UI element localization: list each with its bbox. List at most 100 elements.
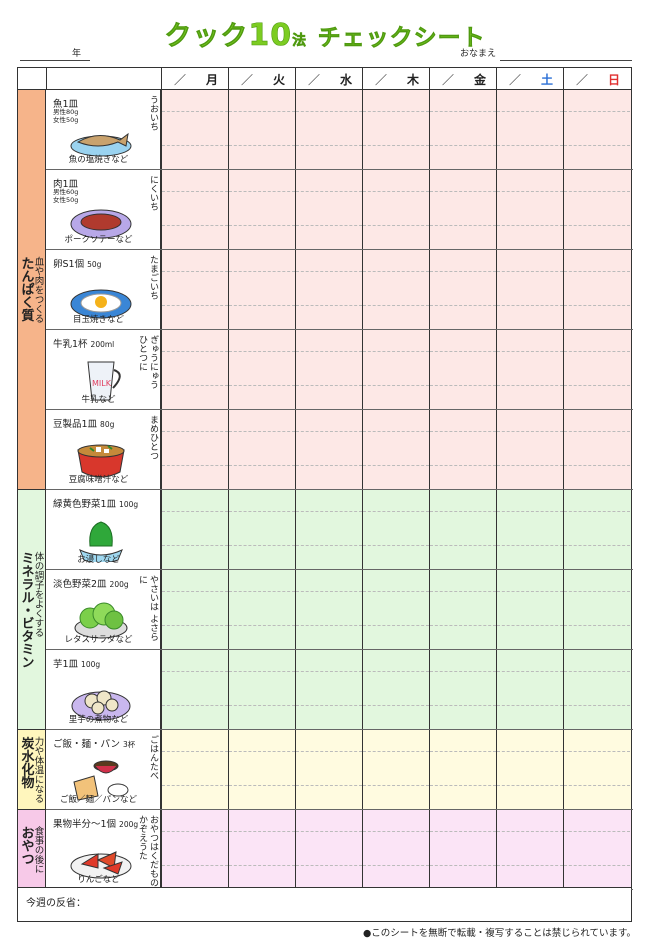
check-cell[interactable] <box>161 650 228 729</box>
check-cell[interactable] <box>161 570 228 649</box>
check-cell[interactable] <box>228 570 295 649</box>
day-header-2: ／水 <box>295 68 362 90</box>
check-cell[interactable] <box>295 810 362 889</box>
check-cell[interactable] <box>228 250 295 329</box>
check-cell[interactable] <box>496 810 563 889</box>
check-cell[interactable] <box>161 810 228 889</box>
check-cell[interactable] <box>161 730 228 809</box>
mnemonic-text: まめひとつ <box>148 415 158 460</box>
food-name: 芋1皿 100g <box>53 659 101 670</box>
check-cell[interactable] <box>161 330 228 409</box>
day-header-3: ／木 <box>362 68 429 90</box>
weekly-reflection-box[interactable]: 今週の反省： <box>18 887 631 921</box>
check-cell[interactable] <box>228 90 295 169</box>
check-cell[interactable] <box>429 250 496 329</box>
check-cell[interactable] <box>563 410 630 489</box>
food-name: 肉1皿 <box>53 179 79 190</box>
check-cell[interactable] <box>429 570 496 649</box>
check-cell[interactable] <box>295 490 362 569</box>
check-cell[interactable] <box>563 330 630 409</box>
check-cell[interactable] <box>496 250 563 329</box>
check-cell[interactable] <box>161 90 228 169</box>
check-cell[interactable] <box>228 410 295 489</box>
check-cell[interactable] <box>496 650 563 729</box>
food-item-row: 豆製品1皿 80g 豆腐味噌汁など まめひとつ <box>46 410 633 490</box>
check-cell[interactable] <box>362 330 429 409</box>
check-cell[interactable] <box>362 730 429 809</box>
check-cell[interactable] <box>362 90 429 169</box>
food-amount: 100g <box>81 660 101 669</box>
check-cell[interactable] <box>295 650 362 729</box>
check-cell[interactable] <box>563 170 630 249</box>
food-cell: 魚1皿 男性80g 女性50g 魚の塩焼きなど うおいち <box>46 90 161 169</box>
check-cell[interactable] <box>362 170 429 249</box>
check-cell[interactable] <box>228 330 295 409</box>
category-name: おやつ <box>18 825 34 865</box>
check-cell[interactable] <box>563 90 630 169</box>
check-columns <box>161 570 633 649</box>
check-cell[interactable] <box>228 170 295 249</box>
check-cell[interactable] <box>496 410 563 489</box>
check-cell[interactable] <box>362 810 429 889</box>
check-cell[interactable] <box>496 730 563 809</box>
check-cell[interactable] <box>429 410 496 489</box>
food-name: 牛乳1杯 200ml <box>53 339 115 350</box>
check-cell[interactable] <box>496 330 563 409</box>
food-example: 魚の塩焼きなど <box>68 155 129 165</box>
check-cell[interactable] <box>429 650 496 729</box>
check-cell[interactable] <box>563 490 630 569</box>
check-columns <box>161 810 633 889</box>
check-cell[interactable] <box>496 90 563 169</box>
check-cell[interactable] <box>295 570 362 649</box>
check-cell[interactable] <box>228 650 295 729</box>
check-cell[interactable] <box>563 730 630 809</box>
check-cell[interactable] <box>295 250 362 329</box>
check-cell[interactable] <box>161 490 228 569</box>
check-cell[interactable] <box>161 410 228 489</box>
svg-text:MILK: MILK <box>92 379 112 388</box>
check-cell[interactable] <box>295 170 362 249</box>
check-cell[interactable] <box>228 810 295 889</box>
serving-note: 男性80g 女性50g <box>53 108 79 124</box>
check-cell[interactable] <box>429 170 496 249</box>
day-header-1: ／火 <box>228 68 295 90</box>
check-cell[interactable] <box>429 810 496 889</box>
check-cell[interactable] <box>496 570 563 649</box>
check-cell[interactable] <box>429 730 496 809</box>
name-input-line[interactable] <box>500 60 632 61</box>
category-desc: 力や体温になる <box>32 736 44 803</box>
check-cell[interactable] <box>362 650 429 729</box>
check-cell[interactable] <box>429 330 496 409</box>
food-name: 卵S1個 50g <box>53 259 102 270</box>
check-cell[interactable] <box>161 250 228 329</box>
check-cell[interactable] <box>563 250 630 329</box>
food-amount: 80g <box>100 420 115 429</box>
mnemonic-text: たまごいち <box>148 255 158 300</box>
check-cell[interactable] <box>563 570 630 649</box>
food-example: レタスサラダなど <box>64 635 133 645</box>
mnemonic-text: うおいち <box>148 95 158 131</box>
check-columns <box>161 410 633 489</box>
check-cell[interactable] <box>563 810 630 889</box>
check-cell[interactable] <box>228 490 295 569</box>
check-cell[interactable] <box>362 410 429 489</box>
check-cell[interactable] <box>295 730 362 809</box>
check-cell[interactable] <box>161 170 228 249</box>
egg-dish-icon <box>70 289 132 319</box>
apple-slices-icon <box>70 851 132 879</box>
check-cell[interactable] <box>429 90 496 169</box>
check-cell[interactable] <box>563 650 630 729</box>
check-cell[interactable] <box>228 730 295 809</box>
check-cell[interactable] <box>295 330 362 409</box>
check-cell[interactable] <box>496 170 563 249</box>
check-cell[interactable] <box>295 410 362 489</box>
check-cell[interactable] <box>362 570 429 649</box>
check-cell[interactable] <box>362 250 429 329</box>
check-cell[interactable] <box>362 490 429 569</box>
day-name: 土 <box>540 73 553 87</box>
reflection-label: 今週の反省： <box>26 898 86 909</box>
food-amount: 200ml <box>90 340 115 349</box>
check-cell[interactable] <box>496 490 563 569</box>
check-cell[interactable] <box>295 90 362 169</box>
check-cell[interactable] <box>429 490 496 569</box>
